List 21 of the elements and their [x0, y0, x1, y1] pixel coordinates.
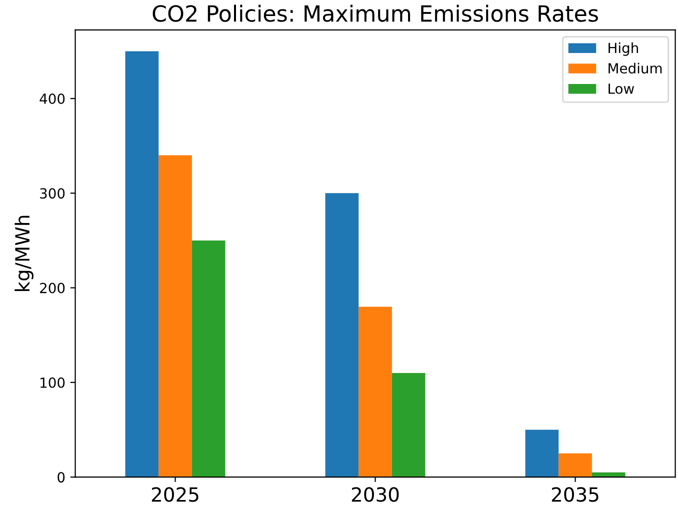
bar: [525, 430, 559, 478]
y-tick-label: 100: [40, 377, 65, 388]
legend-label: Medium: [608, 62, 662, 74]
x-tick-label: 2035: [552, 487, 598, 502]
y-tick-label: 300: [40, 188, 65, 199]
chart-title: CO2 Policies: Maximum Emissions Rates: [152, 4, 598, 22]
y-tick-label: 400: [40, 93, 65, 104]
bar: [158, 155, 192, 478]
bar: [325, 193, 359, 478]
y-tick-label: 0: [58, 472, 65, 483]
y-axis-title: kg/MWh: [14, 216, 34, 291]
y-tick-label: 200: [40, 282, 65, 294]
bar: [358, 306, 392, 478]
x-tick-label: 2030: [352, 487, 399, 502]
bar: [125, 51, 159, 478]
legend-label: High: [608, 42, 638, 56]
bar: [192, 240, 226, 478]
legend-label: Low: [608, 84, 634, 94]
x-tick-label: 2025: [152, 487, 198, 502]
bar: [392, 372, 426, 478]
bar: [558, 453, 592, 478]
